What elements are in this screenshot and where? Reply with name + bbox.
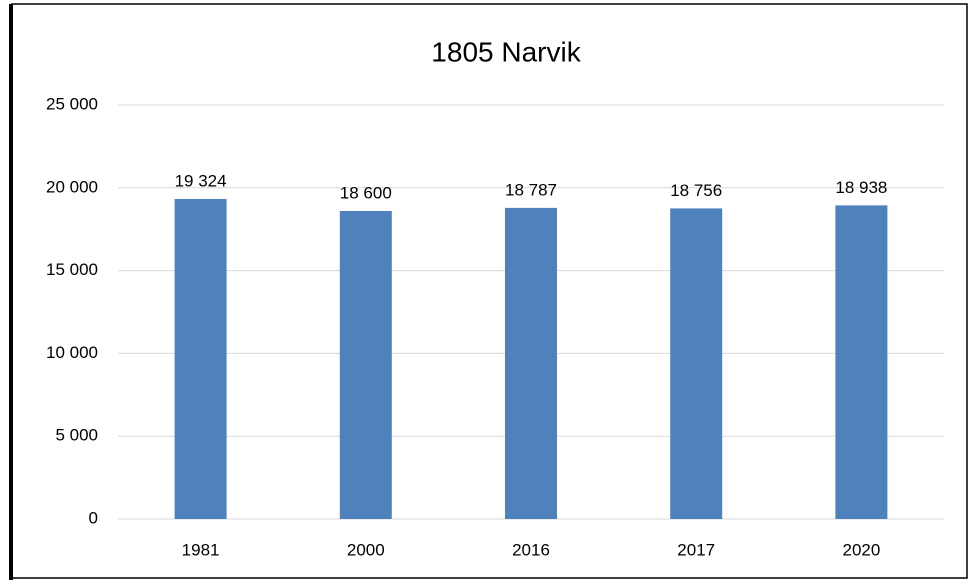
bar bbox=[505, 207, 557, 520]
data-label: 18 756 bbox=[670, 181, 722, 200]
x-tick-label: 2016 bbox=[512, 540, 550, 559]
data-label: 19 324 bbox=[175, 171, 227, 190]
chart-title: 1805 Narvik bbox=[431, 36, 581, 67]
data-label: 18 600 bbox=[340, 183, 392, 202]
x-tick-label: 2000 bbox=[347, 540, 385, 559]
x-tick-label: 2020 bbox=[842, 540, 880, 559]
data-label: 18 938 bbox=[835, 178, 887, 197]
x-tick-label: 2017 bbox=[677, 540, 715, 559]
data-label: 18 787 bbox=[505, 180, 557, 199]
frame bbox=[11, 3, 968, 579]
bar bbox=[835, 205, 888, 519]
y-tick-label: 15 000 bbox=[46, 260, 98, 279]
bar bbox=[174, 198, 227, 519]
y-tick-label: 20 000 bbox=[46, 177, 98, 196]
bar bbox=[339, 210, 392, 519]
x-tick-label: 1981 bbox=[182, 540, 220, 559]
bar bbox=[670, 208, 723, 519]
y-tick-label: 0 bbox=[89, 508, 98, 527]
y-tick-label: 5 000 bbox=[55, 426, 98, 445]
y-tick-label: 10 000 bbox=[46, 343, 98, 362]
y-tick-label: 25 000 bbox=[46, 94, 98, 113]
